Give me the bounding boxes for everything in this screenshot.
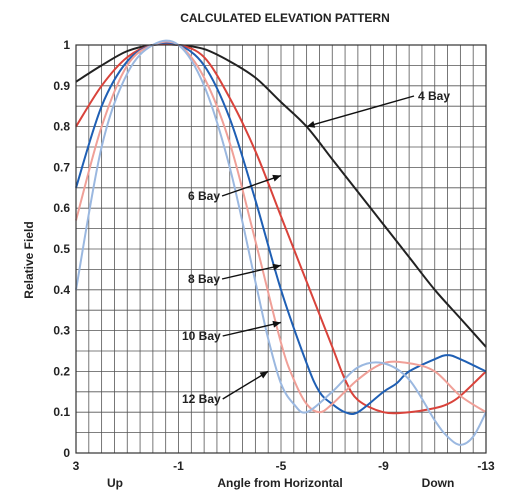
y-tick-labels: 0 0.1 0.2 0.3 0.4 0.5 0.6 0.7 0.8 0.9 1: [53, 38, 70, 460]
x-tick-label: -9: [378, 459, 389, 473]
x-tick-label: 3: [73, 459, 80, 473]
annotation-arrow-12-bay: [222, 370, 269, 400]
y-tick-label: 0: [63, 446, 70, 460]
y-tick-label: 0.1: [53, 405, 70, 419]
x-tick-labels: 3 -1 -5 -9 -13: [73, 459, 495, 473]
y-tick-label: 0.6: [53, 201, 70, 215]
y-tick-label: 0.2: [53, 364, 70, 378]
y-tick-label: 1: [63, 38, 70, 52]
x-axis-label: Angle from Horizontal: [217, 476, 342, 490]
x-tick-label: -5: [276, 459, 287, 473]
annotation-arrowhead-8-bay: [272, 263, 281, 271]
y-axis-label: Relative Field: [22, 221, 36, 298]
annotation-label-10-bay: 10 Bay: [182, 329, 221, 343]
annotation-arrow-4-bay: [306, 95, 415, 128]
annotation-label-4-bay: 4 Bay: [418, 89, 450, 103]
annotation-arrowhead-12-bay: [259, 371, 269, 379]
y-tick-label: 0.4: [53, 283, 70, 297]
annotation-arrowhead-6-bay: [272, 174, 281, 182]
direction-label-down: Down: [422, 476, 455, 490]
annotation-arrow-10-bay: [222, 321, 282, 337]
plot-frame: [75, 44, 487, 454]
annotation-label-6-bay: 6 Bay: [188, 189, 220, 203]
annotation-arrowhead-4-bay: [306, 121, 316, 128]
annotation-arrow-6-bay: [221, 174, 282, 197]
annotations: 4 Bay 6 Bay 8 Bay 10 Bay 12 Bay: [182, 89, 450, 406]
annotation-label-12-bay: 12 Bay: [182, 392, 221, 406]
y-tick-label: 0.5: [53, 242, 70, 256]
y-tick-label: 0.8: [53, 120, 70, 134]
x-tick-label: -13: [477, 459, 495, 473]
series-line-4-bay: [75, 43, 487, 348]
annotation-arrow-8-bay: [221, 264, 282, 280]
direction-label-up: Up: [107, 476, 123, 490]
annotation-arrowhead-10-bay: [272, 320, 281, 328]
x-tick-label: -1: [173, 459, 184, 473]
annotation-label-8-bay: 8 Bay: [188, 272, 220, 286]
y-tick-label: 0.3: [53, 324, 70, 338]
plot-border: [75, 44, 487, 454]
chart-title: CALCULATED ELEVATION PATTERN: [180, 11, 390, 25]
y-tick-label: 0.7: [53, 160, 70, 174]
grid: [75, 44, 487, 454]
y-tick-label: 0.9: [53, 79, 70, 93]
